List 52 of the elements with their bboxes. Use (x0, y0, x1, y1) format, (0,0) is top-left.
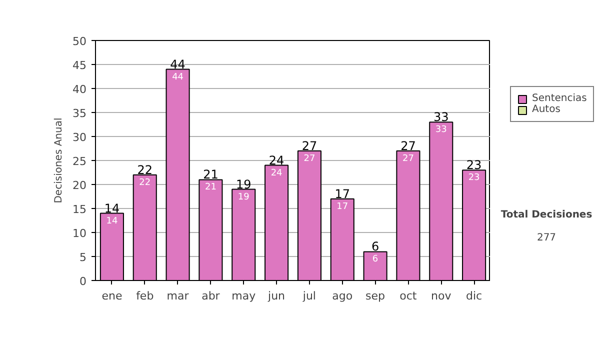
y-axis-title: Decisiones Anual (54, 118, 65, 204)
y-tick-label: 50 (72, 35, 87, 48)
data-label: 27 (304, 154, 316, 164)
y-tick-label: 30 (72, 131, 87, 144)
y-tick-label: 10 (72, 227, 87, 240)
x-tick-label: may (232, 290, 256, 302)
data-label: 27 (402, 154, 414, 164)
x-tick-label: nov (431, 290, 452, 302)
text: 277 (536, 232, 556, 244)
x-tick-label: jul (302, 290, 316, 302)
total-label: 21 (203, 168, 218, 182)
legend-label: Autos (532, 104, 560, 115)
y-tick-label: 20 (72, 179, 87, 192)
y-tick-label: 0 (80, 275, 86, 288)
data-label: 19 (238, 192, 250, 202)
x-tick-label: ene (102, 290, 122, 302)
total-label: 22 (137, 162, 153, 177)
y-tick-label: 45 (72, 59, 87, 72)
total-label: 24 (268, 153, 284, 168)
x-tick-label: mar (166, 290, 190, 302)
total-label: 6 (371, 240, 380, 254)
total-label: 27 (400, 138, 416, 153)
x-tick-label: abr (202, 290, 220, 302)
data-label: 24 (270, 168, 283, 178)
x-tick-label: feb (136, 290, 154, 302)
legend-label: Sentencias (532, 93, 587, 104)
x-tick-label: sep (366, 290, 386, 302)
total-label: 33 (433, 110, 449, 124)
y-tick-label: 25 (72, 155, 87, 168)
y-tick-label: 15 (72, 203, 87, 216)
data-label: 33 (435, 125, 447, 136)
total-label: 19 (236, 177, 252, 192)
x-tick-label: dic (466, 290, 482, 302)
data-label: 14 (106, 216, 118, 226)
total-label: 27 (302, 138, 318, 153)
x-tick-label: oct (400, 290, 418, 302)
y-tick-label: 40 (72, 83, 87, 96)
data-label: 44 (172, 72, 184, 82)
y-tick-label: 5 (80, 251, 86, 264)
total-label: 23 (466, 158, 482, 172)
data-label: 22 (139, 178, 151, 188)
data-label: 21 (204, 182, 216, 193)
total-label: 44 (170, 57, 186, 72)
data-label: 6 (372, 254, 378, 265)
data-label: 17 (336, 202, 348, 212)
y-tick-label: 35 (72, 107, 87, 120)
total-label: 17 (334, 186, 350, 201)
text: Total Decisiones (500, 210, 592, 220)
x-tick-label: ago (332, 290, 353, 302)
total-label: 14 (104, 201, 120, 216)
x-tick-label: jun (267, 290, 286, 302)
data-label: 23 (468, 173, 480, 184)
